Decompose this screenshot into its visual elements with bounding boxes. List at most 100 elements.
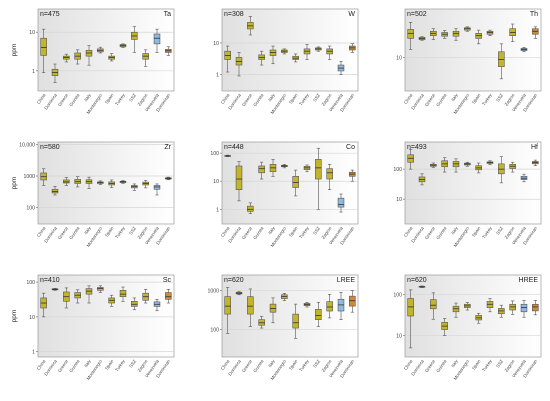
box-dominica [418, 173, 426, 186]
x-tick-label: Italy [267, 92, 276, 102]
box-greece [430, 162, 437, 168]
box-guinea [74, 289, 81, 304]
x-tick-label: Greece [241, 358, 254, 373]
box-guinea [74, 176, 81, 188]
element-label: W [348, 11, 355, 18]
y-tick-label: 1000 [207, 289, 219, 295]
iqr-box [349, 295, 356, 307]
x-tick-label: Italy [83, 92, 92, 102]
box-guinea [74, 49, 81, 65]
y-tick-label: 1 [216, 207, 219, 213]
box-greece [63, 287, 70, 309]
box-turkey [119, 286, 127, 302]
box-zagros [326, 294, 333, 319]
box-ssz [498, 304, 505, 318]
x-tick-label: Greece [57, 358, 70, 373]
box-turkey [486, 298, 494, 313]
box-italy [269, 297, 277, 324]
x-tick-label: Spain [288, 92, 299, 105]
y-axis-unit-label: ppm [11, 177, 18, 190]
y-tick-label: 1 [32, 69, 35, 75]
box-china [407, 149, 414, 170]
box-dominican [532, 26, 539, 39]
plot-area [404, 8, 542, 92]
iqr-box [315, 159, 322, 180]
x-tick-label: SSZ [312, 225, 321, 235]
box-turkey [486, 29, 494, 36]
box-turkey [303, 44, 311, 60]
element-label: Co [346, 144, 355, 151]
box-greece [63, 53, 70, 63]
plot-area [221, 274, 359, 358]
box-montenegro [281, 164, 288, 169]
plot-area [37, 8, 175, 92]
y-tick-label: 10 [213, 41, 219, 47]
n-count-label: n=448 [224, 144, 244, 151]
x-tick-label: Spain [471, 225, 482, 238]
box-turkey [486, 160, 494, 166]
n-count-label: n=502 [407, 11, 427, 18]
x-tick-label: Greece [424, 225, 437, 240]
n-count-label: n=475 [40, 11, 60, 18]
x-tick-label: Spain [104, 358, 115, 371]
plot-area [37, 141, 175, 225]
box-zagros [509, 23, 516, 42]
box-zagros [142, 289, 149, 304]
box-dominican [349, 43, 356, 53]
x-tick-label: Guinea [435, 92, 448, 107]
box-spain [108, 179, 115, 188]
element-label: HREE [519, 277, 539, 284]
box-venezuela [153, 28, 161, 53]
iqr-box [224, 296, 231, 315]
x-tick-label: SSZ [128, 92, 137, 102]
box-china [224, 287, 231, 334]
y-tick-label: 10,000 [19, 142, 35, 148]
box-ssz [315, 302, 322, 327]
y-tick-label: 100 [26, 280, 35, 286]
box-china [224, 154, 231, 157]
box-montenegro [464, 161, 471, 167]
box-greece [63, 177, 70, 186]
box-dominica [51, 63, 59, 83]
y-tick-label: 100 [393, 293, 402, 299]
box-italy [269, 159, 277, 177]
x-tick-label: China [220, 225, 231, 238]
iqr-box [292, 176, 299, 188]
box-montenegro [97, 46, 104, 54]
box-dominica [51, 288, 59, 291]
box-montenegro [464, 26, 471, 32]
y-tick-label: 100 [210, 151, 219, 157]
element-label: Ta [164, 11, 172, 18]
box-venezuela [520, 300, 528, 318]
x-tick-label: SSZ [312, 358, 321, 368]
x-tick-label: Guinea [435, 358, 448, 373]
iqr-box [153, 33, 161, 45]
y-tick-label: 10 [396, 197, 402, 203]
x-tick-label: Italy [450, 92, 459, 102]
box-guinea [258, 50, 265, 66]
box-guinea [441, 318, 448, 336]
x-tick-label: Greece [241, 92, 254, 107]
iqr-box [51, 188, 59, 194]
box-greece [430, 28, 437, 40]
box-ssz [498, 156, 505, 184]
x-tick-label: SSZ [128, 225, 137, 235]
box-spain [108, 53, 115, 62]
x-tick-label: Turkey [481, 92, 493, 106]
x-tick-label: Turkey [481, 358, 493, 372]
box-ssz [131, 183, 138, 191]
box-spain [475, 162, 482, 174]
box-zagros [326, 45, 333, 60]
box-spain [475, 312, 482, 324]
box-dominican [165, 46, 172, 56]
box-dominican [532, 300, 539, 316]
x-tick-label: Turkey [114, 358, 126, 372]
box-guinea [258, 315, 265, 329]
box-spain [475, 29, 482, 45]
x-tick-label: China [36, 225, 47, 238]
box-italy [452, 302, 460, 318]
iqr-box [153, 185, 161, 190]
